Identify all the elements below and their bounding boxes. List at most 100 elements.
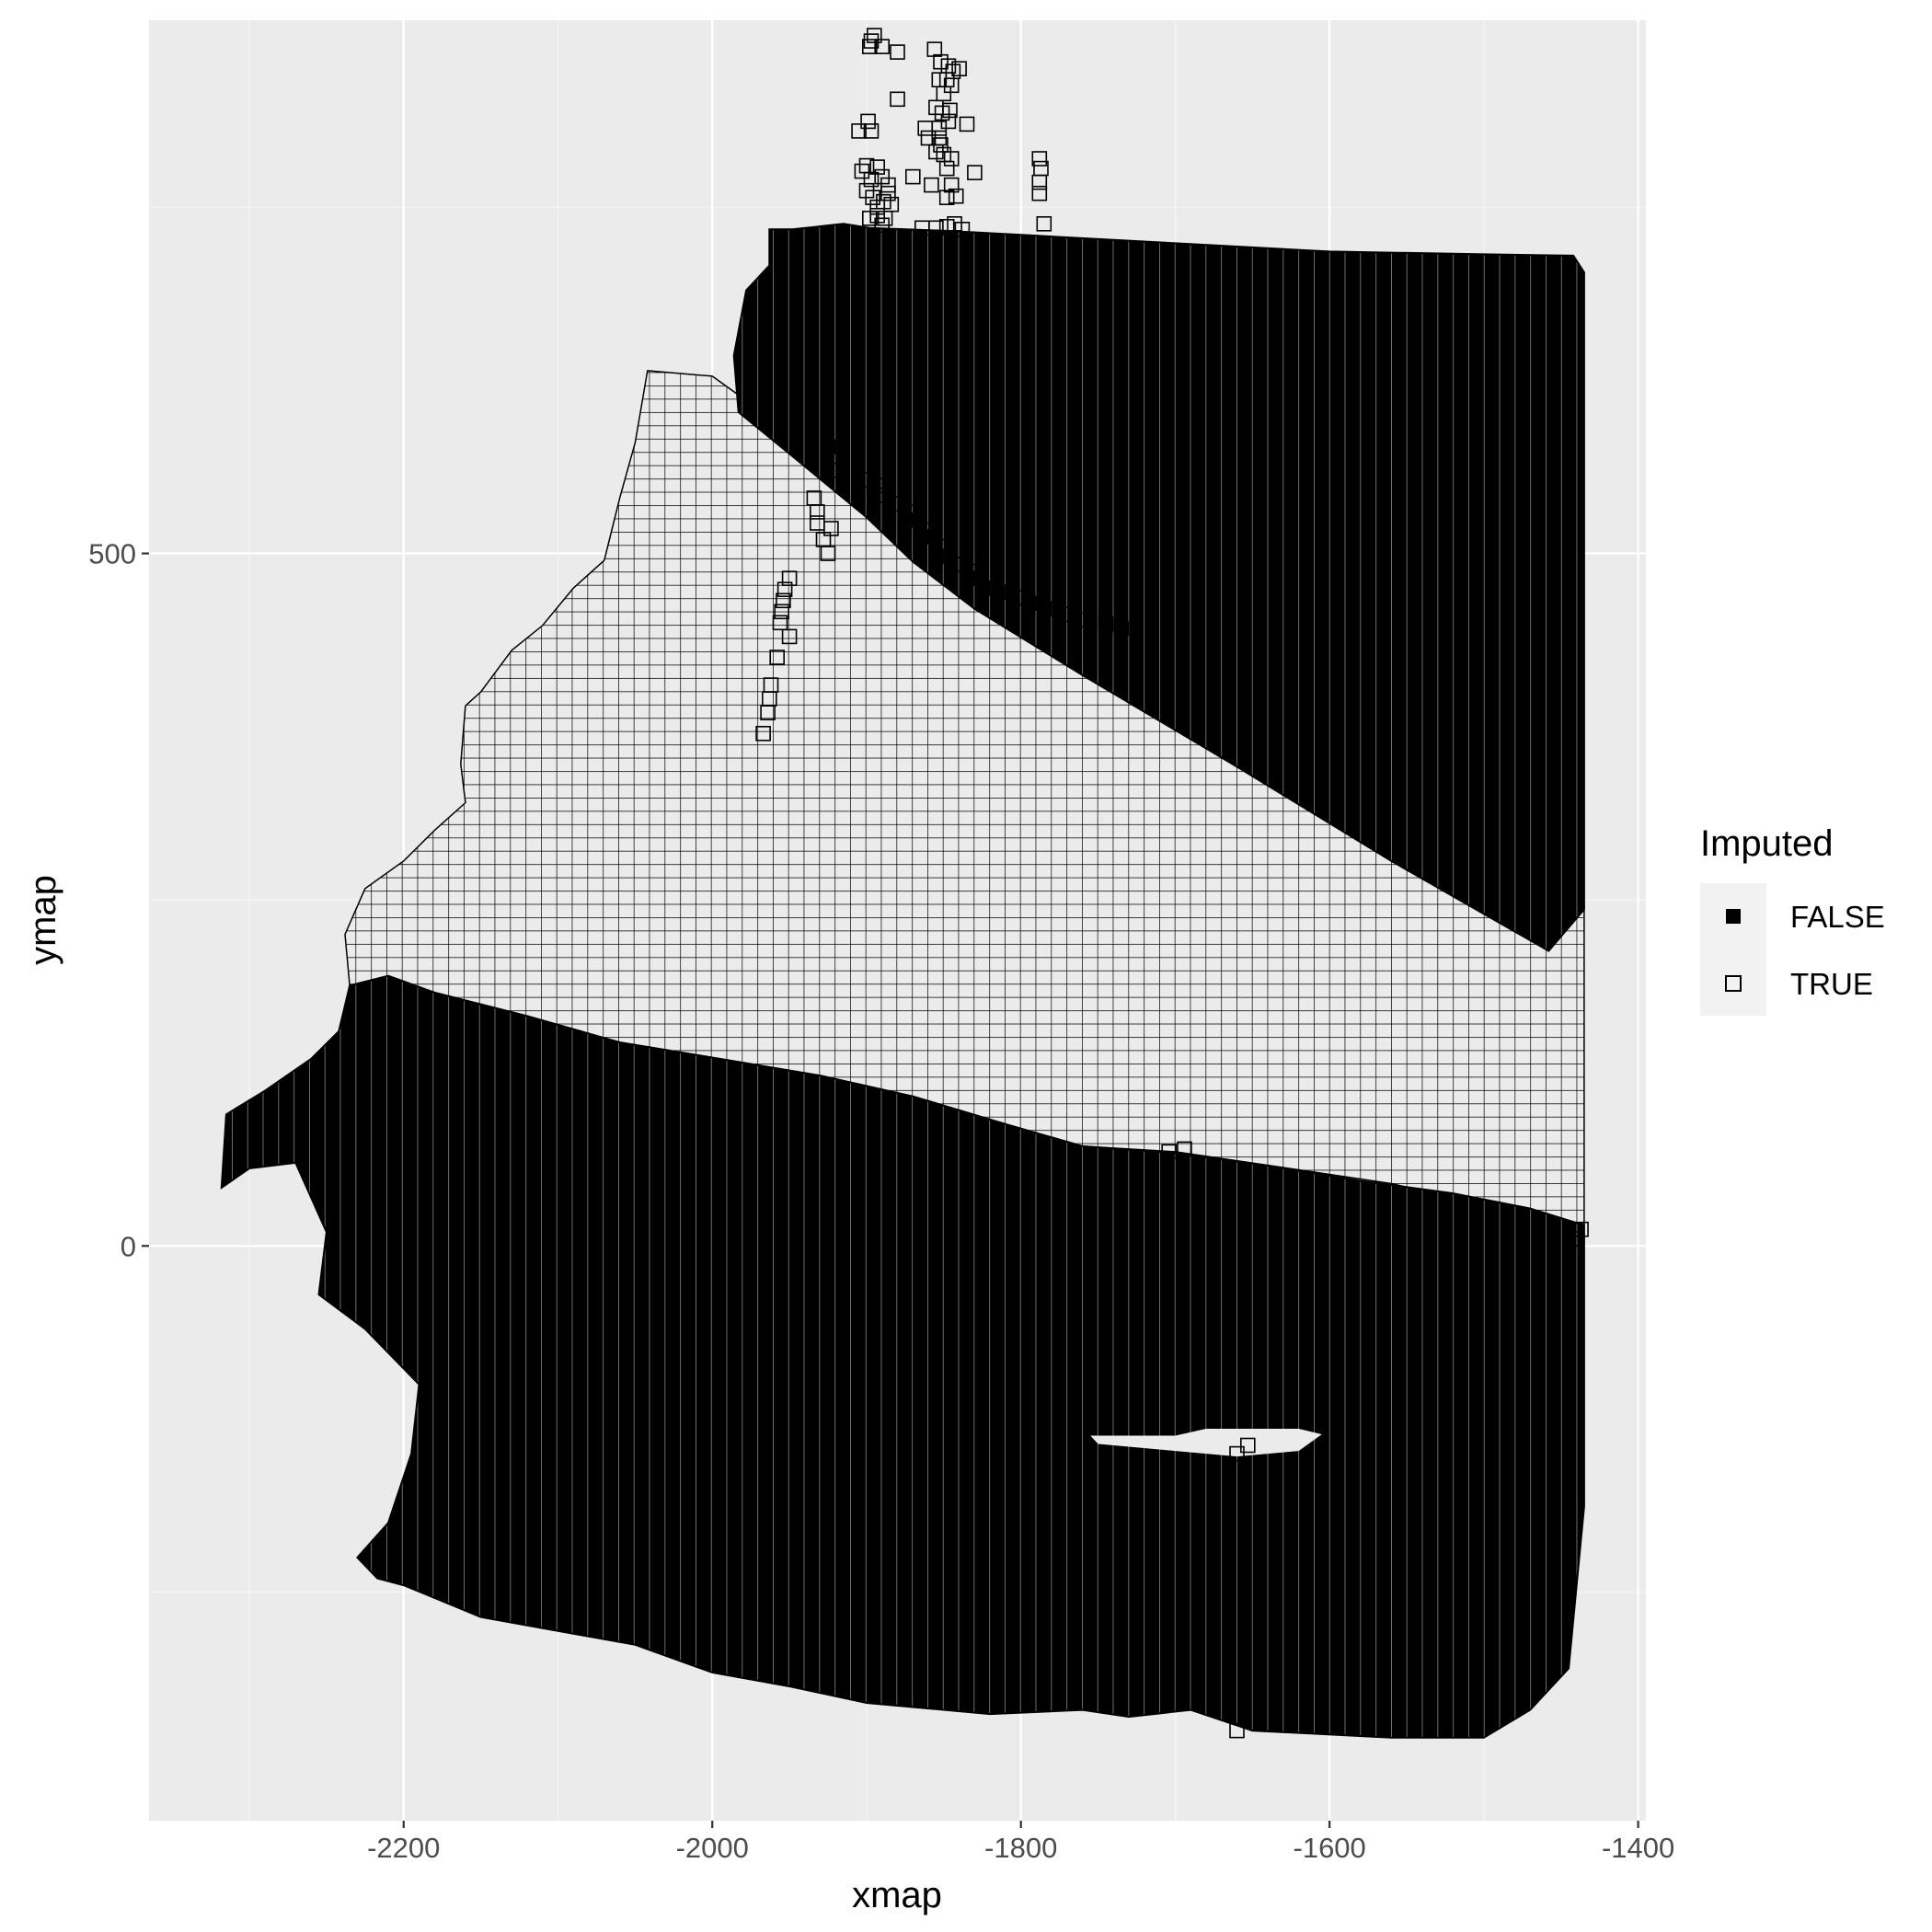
imputed-true-point [1036, 216, 1052, 232]
imputed-true-point [776, 592, 791, 609]
data-gap [1090, 1429, 1322, 1457]
imputed-true-point [947, 216, 962, 232]
imputed-true-point [938, 190, 955, 205]
x-tick-label: -1400 [1602, 1832, 1674, 1864]
imputed-true-point [1050, 601, 1066, 617]
imputed-true-point [959, 116, 975, 132]
imputed-true-point [886, 496, 903, 512]
imputed-true-point [951, 61, 967, 76]
imputed-true-point [774, 604, 790, 620]
imputed-true-point [928, 144, 944, 160]
imputed-true-point [880, 185, 896, 201]
imputed-true-point [942, 548, 958, 564]
imputed-true-point [917, 121, 934, 136]
points-layer [755, 28, 1589, 1739]
imputed-true-point [874, 217, 891, 234]
y-tick-labels: 0 500 [88, 538, 136, 1263]
legend-label-true: TRUE [1790, 967, 1873, 1001]
imputed-true-point [820, 439, 836, 455]
imputed-true-point [880, 177, 896, 193]
imputed-true-point [943, 77, 960, 94]
imputed-true-point [863, 171, 880, 188]
imputed-true-point [865, 190, 881, 205]
imputed-true-point [920, 130, 937, 146]
imputed-true-point [1031, 185, 1048, 201]
imputed-true-point [874, 39, 891, 54]
legend-label-false: FALSE [1790, 900, 1885, 934]
imputed-true-point [877, 487, 893, 503]
imputed-true-point [948, 188, 964, 204]
imputed-true-point [933, 53, 949, 70]
imputed-true-point [890, 91, 905, 108]
imputed-true-point [902, 504, 918, 520]
imputed-true-point [815, 532, 832, 547]
imputed-true-point [863, 33, 880, 49]
imputed-false-region [220, 974, 1585, 1739]
imputed-true-point [851, 123, 867, 139]
imputed-true-point [943, 177, 960, 193]
imputed-true-point [1113, 620, 1129, 637]
imputed-true-point [972, 570, 989, 587]
imputed-true-point [772, 615, 788, 631]
imputed-true-point [1177, 1141, 1192, 1157]
legend: Imputed FALSE TRUE [1700, 823, 1885, 1016]
imputed-true-point [760, 705, 776, 721]
imputed-true-point [860, 113, 876, 130]
imputed-true-point [943, 151, 960, 167]
imputed-true-point [936, 86, 952, 102]
legend-title: Imputed [1700, 823, 1834, 864]
imputed-true-point [1161, 1144, 1177, 1160]
imputed-true-point [1034, 595, 1051, 612]
imputed-true-point [924, 177, 939, 193]
imputed-true-point [1031, 174, 1048, 190]
imputed-true-point [914, 220, 930, 236]
imputed-true-point [781, 570, 798, 587]
imputed-true-point [776, 581, 793, 598]
imputed-true-point [1569, 1231, 1584, 1247]
imputed-true-point [755, 725, 771, 742]
imputed-true-point [938, 219, 955, 235]
imputed-true-point [1229, 1722, 1245, 1739]
x-tick-label: -1600 [1294, 1832, 1366, 1864]
imputed-true-point [854, 163, 870, 179]
imputed-true-point [863, 123, 880, 139]
imputed-true-point [1240, 1437, 1256, 1454]
y-tick-label: 500 [88, 538, 136, 570]
imputed-true-point [988, 580, 1005, 596]
imputed-true-point [1031, 151, 1048, 167]
imputed-true-point [967, 165, 983, 180]
imputed-true-point [1077, 612, 1094, 628]
imputed-true-point [1004, 584, 1019, 601]
imputed-true-point [809, 515, 825, 531]
imputed-true-point [781, 628, 798, 645]
imputed-false-region [732, 223, 1585, 952]
imputed-true-point [1016, 590, 1032, 606]
y-tick-label: 0 [121, 1230, 136, 1262]
imputed-true-point [869, 477, 886, 494]
imputed-true-point [861, 39, 878, 54]
imputed-true-point [828, 448, 844, 465]
axis-ticks [142, 552, 1639, 1828]
imputed-true-point [954, 222, 971, 237]
imputed-true-point [769, 650, 786, 665]
legend-key-background [1700, 883, 1766, 1016]
imputed-true-point [869, 199, 886, 215]
imputed-true-point [1573, 1221, 1589, 1237]
data-layer [220, 223, 1585, 1739]
x-tick-label: -2200 [367, 1832, 440, 1864]
imputed-true-point [942, 102, 958, 119]
legend-key-false [1726, 909, 1741, 924]
x-tick-label: -2000 [676, 1832, 749, 1864]
legend-key-true [1725, 975, 1742, 992]
x-axis-title: xmap [852, 1875, 942, 1915]
imputed-true-point [809, 504, 825, 520]
imputed-true-point [933, 538, 949, 555]
y-axis-title: ymap [23, 875, 63, 965]
imputed-true-point [869, 208, 886, 224]
imputed-true-point [890, 44, 905, 60]
imputed-true-point [1098, 615, 1114, 632]
x-tick-labels: -2200 -2000 -1800 -1600 -1400 [367, 1832, 1674, 1864]
x-tick-label: -1800 [984, 1832, 1057, 1864]
imputed-true-point [866, 28, 882, 43]
